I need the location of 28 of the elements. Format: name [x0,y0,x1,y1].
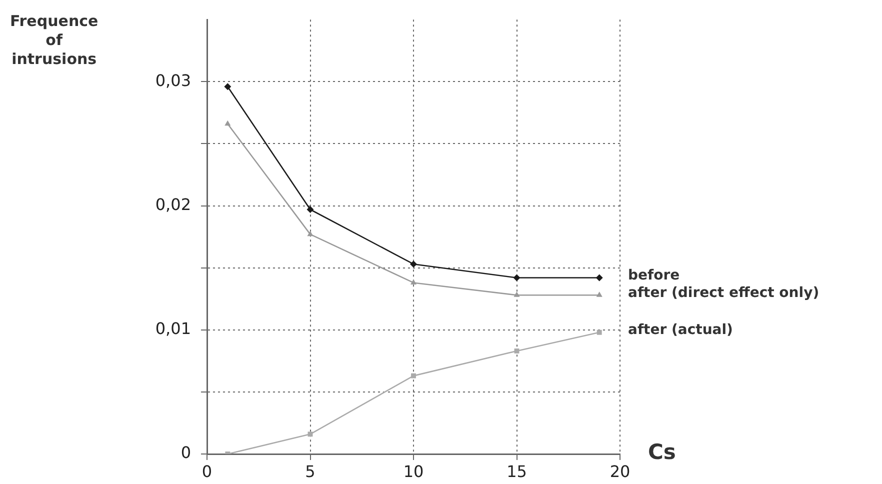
point [224,120,231,126]
y-axis-title: Frequence of intrusions [10,12,98,69]
y-tick-label: 0,01 [155,319,191,338]
point [514,292,520,297]
series-label: after (direct effect only) [628,284,820,301]
x-tick-label: 15 [506,462,527,481]
point [306,206,314,213]
y-tick-label: 0,02 [155,194,191,214]
x-tick-label: 20 [610,462,630,481]
point [410,260,417,268]
point [307,230,314,236]
point [513,274,520,282]
point [596,274,603,282]
point [224,83,232,90]
point [410,279,417,284]
x-tick-label: 10 [403,462,424,481]
point [514,348,520,354]
x-tick-label: 5 [305,462,316,481]
point [411,373,416,378]
x-axis-title: Cs [648,440,676,464]
series-label: after (actual) [628,322,733,338]
x-tick-label: 0 [202,462,212,481]
y-tick-label: 0,03 [155,70,191,90]
point [308,432,313,437]
series-label: before [628,267,680,284]
point [596,330,602,335]
point [596,292,602,297]
y-tick-label: 0 [180,443,191,462]
